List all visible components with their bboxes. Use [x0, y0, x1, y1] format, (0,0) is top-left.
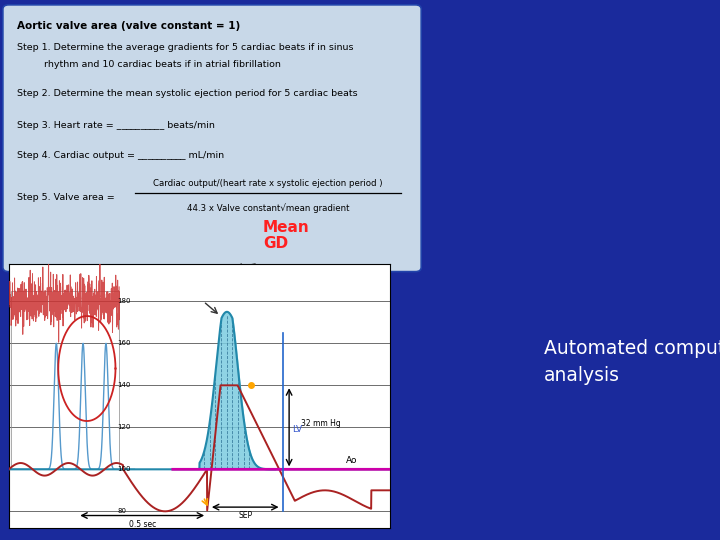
Text: 0.5 sec: 0.5 sec — [129, 519, 156, 529]
Text: 120: 120 — [117, 424, 131, 430]
Text: 160: 160 — [117, 340, 131, 346]
Text: Step 5. Valve area =: Step 5. Valve area = — [17, 193, 118, 202]
FancyBboxPatch shape — [3, 5, 421, 272]
Text: Automated computerized
analysis: Automated computerized analysis — [544, 339, 720, 384]
Text: 100: 100 — [117, 467, 131, 472]
Text: Aortic valve area (valve constant = 1): Aortic valve area (valve constant = 1) — [17, 21, 240, 31]
Bar — [11, 291, 120, 469]
Text: rhythm and 10 cardiac beats if in atrial fibrillation: rhythm and 10 cardiac beats if in atrial… — [17, 60, 281, 69]
Text: Mean
GD: Mean GD — [263, 220, 310, 251]
Text: SEP: SEP — [238, 511, 252, 521]
Text: 140: 140 — [117, 382, 131, 388]
Text: Step 1. Determine the average gradients for 5 cardiac beats if in sinus: Step 1. Determine the average gradients … — [17, 43, 354, 52]
Text: LV: LV — [292, 424, 302, 434]
Text: Step 4. Cardiac output = __________ mL/min: Step 4. Cardiac output = __________ mL/m… — [17, 151, 225, 160]
Text: Cardiac output/(heart rate x systolic ejection period ): Cardiac output/(heart rate x systolic ej… — [153, 179, 382, 188]
Text: 32 mm Hg: 32 mm Hg — [300, 418, 341, 428]
Text: Step 2. Determine the mean systolic ejection period for 5 cardiac beats: Step 2. Determine the mean systolic ejec… — [17, 89, 358, 98]
Text: 44.3 x Valve constant√mean gradient: 44.3 x Valve constant√mean gradient — [186, 204, 349, 213]
Text: 80: 80 — [117, 508, 127, 514]
Text: Step 3. Heart rate = __________ beats/min: Step 3. Heart rate = __________ beats/mi… — [17, 121, 215, 130]
Text: 180: 180 — [117, 298, 131, 305]
Text: Ao: Ao — [346, 456, 358, 465]
